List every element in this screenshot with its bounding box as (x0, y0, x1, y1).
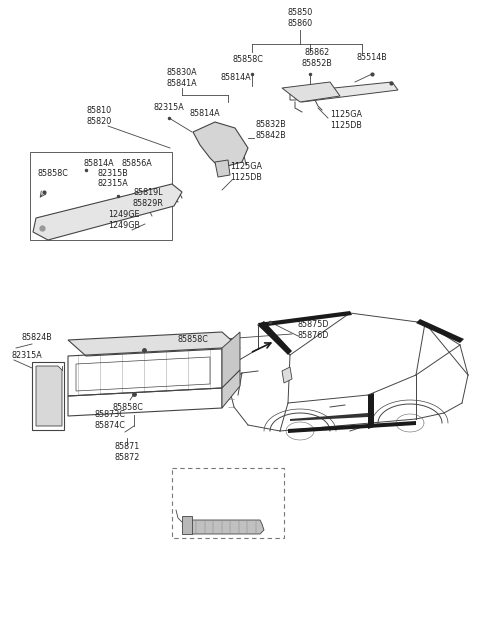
Text: 85862
85852B: 85862 85852B (301, 48, 333, 68)
Text: 1249GE
1249GB: 1249GE 1249GB (108, 210, 140, 230)
Polygon shape (416, 319, 464, 343)
Text: 85873C
85874C: 85873C 85874C (95, 410, 125, 430)
Text: 85810
85820: 85810 85820 (86, 106, 112, 126)
Polygon shape (295, 82, 398, 102)
Polygon shape (258, 311, 352, 327)
Polygon shape (36, 366, 62, 426)
Text: 85832B
85842B: 85832B 85842B (256, 120, 287, 140)
Polygon shape (288, 421, 416, 433)
Text: 85814A: 85814A (221, 74, 252, 82)
Text: 85856A: 85856A (122, 159, 153, 168)
Text: 82315A: 82315A (12, 351, 43, 361)
Polygon shape (33, 184, 182, 240)
Text: 85858C: 85858C (233, 56, 264, 64)
Text: 82315B: 82315B (98, 169, 129, 179)
Polygon shape (193, 122, 248, 168)
Polygon shape (222, 332, 240, 388)
Text: 85823: 85823 (214, 476, 239, 484)
Bar (30, 152, 172, 240)
Text: 85850
85860: 85850 85860 (288, 8, 312, 28)
Polygon shape (215, 160, 230, 177)
Text: 85871
85872: 85871 85872 (114, 442, 140, 462)
Text: 82315A: 82315A (209, 501, 240, 511)
Text: 85830A
85841A: 85830A 85841A (167, 68, 197, 88)
Text: 85814A: 85814A (190, 109, 220, 119)
Text: 85858C: 85858C (178, 336, 209, 344)
Text: 1125GA
1125DB: 1125GA 1125DB (330, 110, 362, 130)
Text: 85875D
85876D: 85875D 85876D (298, 320, 329, 340)
Polygon shape (282, 367, 292, 383)
Text: 1125GA
1125DB: 1125GA 1125DB (230, 162, 262, 182)
Text: 85824B: 85824B (22, 334, 53, 342)
Text: 82315A: 82315A (154, 104, 184, 112)
Polygon shape (368, 393, 374, 429)
Text: 85514B: 85514B (357, 54, 387, 62)
Polygon shape (68, 332, 240, 356)
Text: 85858C: 85858C (38, 169, 69, 179)
Polygon shape (182, 516, 192, 534)
Text: 82315A: 82315A (98, 179, 129, 187)
Polygon shape (188, 520, 264, 534)
FancyBboxPatch shape (172, 468, 284, 538)
Polygon shape (282, 82, 340, 102)
Polygon shape (222, 370, 240, 408)
Polygon shape (290, 413, 368, 421)
Text: 85819L
85829R: 85819L 85829R (132, 188, 163, 208)
Polygon shape (258, 321, 292, 355)
Text: 85858C: 85858C (113, 404, 144, 412)
Text: (LH): (LH) (182, 476, 198, 484)
Text: 85814A: 85814A (84, 159, 115, 168)
